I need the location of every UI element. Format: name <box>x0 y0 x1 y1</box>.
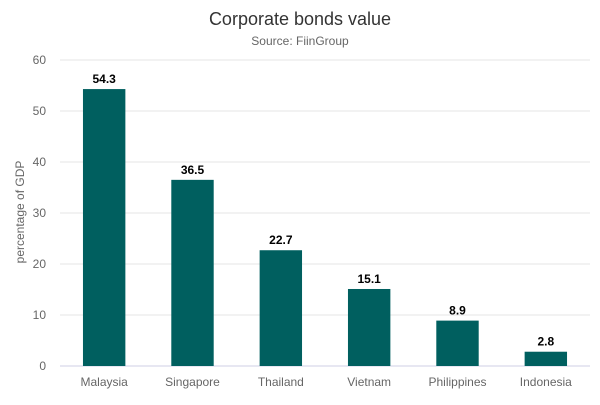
bar <box>259 250 303 366</box>
data-label: 36.5 <box>181 163 205 177</box>
data-label: 54.3 <box>92 72 116 86</box>
data-label: 8.9 <box>449 304 466 318</box>
bar <box>171 179 214 366</box>
bars <box>82 89 568 366</box>
y-tick-label: 60 <box>33 53 47 67</box>
x-tick-label: Thailand <box>258 375 304 389</box>
data-labels: 54.3 36.5 22.7 15.1 8.9 2.8 <box>92 72 554 349</box>
chart-subtitle: Source: FiinGroup <box>251 34 349 48</box>
data-label: 2.8 <box>537 335 554 349</box>
bar <box>436 320 479 366</box>
chart-title: Corporate bonds value <box>209 9 391 29</box>
y-tick-label: 50 <box>33 104 47 118</box>
y-tick-label: 40 <box>33 155 47 169</box>
x-tick-label: Philippines <box>428 375 486 389</box>
x-tick-label: Malaysia <box>80 375 128 389</box>
x-tick-label: Singapore <box>165 375 220 389</box>
x-tick-labels: Malaysia Singapore Thailand Vietnam Philippi… <box>80 375 572 389</box>
y-tick-label: 20 <box>33 257 47 271</box>
y-tick-label: 0 <box>39 359 46 373</box>
gridlines <box>60 59 590 367</box>
x-tick-label: Vietnam <box>347 375 391 389</box>
y-axis-label: percentage of GDP <box>13 161 27 264</box>
y-tick-labels: 0 10 20 30 40 50 60 <box>33 53 47 373</box>
x-tick-label: Indonesia <box>520 375 572 389</box>
data-label: 15.1 <box>357 272 381 286</box>
bar <box>524 351 568 366</box>
bar <box>347 288 391 366</box>
bar <box>82 89 126 366</box>
data-label: 22.7 <box>269 233 293 247</box>
y-tick-label: 10 <box>33 308 47 322</box>
y-tick-label: 30 <box>33 206 47 220</box>
